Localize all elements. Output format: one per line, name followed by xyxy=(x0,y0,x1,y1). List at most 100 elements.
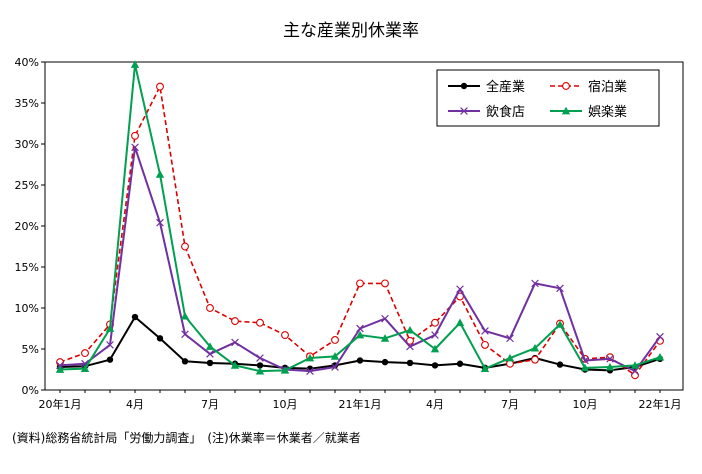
data-point xyxy=(156,82,164,91)
y-tick-label: 40% xyxy=(15,56,39,69)
x-tick-label: 4月 xyxy=(126,398,144,411)
legend-marker xyxy=(562,82,570,90)
data-point xyxy=(81,349,89,358)
data-point xyxy=(405,325,415,334)
footnote: (資料)総務省統計局「労働力調査」 (注)休業率＝休業者／就業者 xyxy=(12,430,361,445)
data-point xyxy=(381,358,389,366)
data-point xyxy=(431,331,439,339)
data-point xyxy=(131,313,139,321)
data-point xyxy=(230,361,240,369)
legend-item-4: 娯楽業 xyxy=(550,104,627,120)
x-tick-label: 22年1月 xyxy=(639,397,682,411)
data-point xyxy=(106,341,114,349)
data-point xyxy=(355,330,365,339)
data-point xyxy=(530,343,540,352)
data-point xyxy=(356,279,364,288)
legend-item-1: 全産業 xyxy=(448,79,525,95)
series-4 xyxy=(55,60,665,375)
data-point xyxy=(381,279,389,288)
data-point xyxy=(431,318,439,327)
data-point xyxy=(356,357,364,364)
data-point xyxy=(480,364,490,373)
data-point xyxy=(356,324,364,333)
data-point xyxy=(555,320,565,328)
data-point xyxy=(456,285,464,293)
data-point xyxy=(181,242,189,251)
data-point xyxy=(406,359,414,367)
legend-item-3: 飲食店 xyxy=(448,104,525,120)
data-point xyxy=(406,336,414,345)
data-point xyxy=(105,324,115,332)
data-point xyxy=(630,361,640,369)
data-point xyxy=(380,334,390,342)
x-tick-label: 20年1月 xyxy=(39,397,82,411)
data-point xyxy=(231,317,239,326)
data-point xyxy=(431,362,439,369)
data-point xyxy=(481,327,489,335)
x-tick-label: 7月 xyxy=(501,398,519,411)
data-point xyxy=(80,364,90,373)
data-point xyxy=(130,60,140,68)
legend-label: 娯楽業 xyxy=(588,104,627,120)
data-point xyxy=(631,367,639,375)
legend-label: 全産業 xyxy=(486,79,525,95)
data-point xyxy=(456,360,464,367)
data-point xyxy=(205,342,215,350)
legend-label: 飲食店 xyxy=(486,104,525,120)
data-point xyxy=(455,318,465,327)
data-point xyxy=(580,363,590,372)
x-tick-label: 10月 xyxy=(273,398,298,411)
data-point xyxy=(655,353,665,361)
data-point xyxy=(556,284,564,293)
y-tick-label: 10% xyxy=(15,302,39,315)
data-point xyxy=(106,356,114,363)
data-point xyxy=(330,352,340,360)
data-point xyxy=(156,218,164,227)
data-point xyxy=(131,143,139,152)
data-point xyxy=(181,330,189,339)
data-point xyxy=(331,336,339,344)
data-point xyxy=(55,365,65,373)
x-tick-label: 4月 xyxy=(426,398,444,411)
x-tick-label: 7月 xyxy=(201,398,219,411)
legend-marker xyxy=(460,82,468,90)
data-point xyxy=(606,355,614,363)
y-tick-label: 25% xyxy=(15,179,39,192)
data-point xyxy=(180,312,190,320)
legend-marker xyxy=(561,106,571,115)
data-point xyxy=(181,358,189,365)
data-point xyxy=(206,359,214,367)
legend-box xyxy=(436,69,660,127)
x-axis: 20年1月 4月 7月 10月 21年1月 4月 7月 10月 22年1月 xyxy=(39,390,682,411)
data-point xyxy=(531,279,539,288)
series-3 xyxy=(56,143,664,375)
series-layer xyxy=(55,60,665,380)
y-tick-label: 0% xyxy=(22,384,39,397)
data-point xyxy=(506,334,514,343)
x-tick-label: 21年1月 xyxy=(339,397,382,411)
data-point xyxy=(531,355,539,364)
data-point xyxy=(281,331,289,340)
data-point xyxy=(255,366,265,375)
y-tick-label: 15% xyxy=(15,261,39,274)
data-point xyxy=(481,340,489,349)
data-point xyxy=(556,361,564,368)
data-point xyxy=(155,170,165,178)
data-point xyxy=(206,350,214,358)
y-axis: 0% 5% 10% 15% 20% 25% 30% 35% 40% xyxy=(15,56,45,397)
y-tick-label: 20% xyxy=(15,220,39,233)
data-point xyxy=(231,338,239,347)
data-point xyxy=(406,342,414,351)
data-point xyxy=(280,366,290,374)
data-point xyxy=(305,353,315,362)
legend-marker xyxy=(460,107,468,115)
data-point xyxy=(206,304,214,312)
chart-title: 主な産業別休業率 xyxy=(283,21,419,41)
data-point xyxy=(656,332,664,341)
data-point xyxy=(430,344,440,353)
legend-item-2: 宿泊業 xyxy=(550,79,627,95)
data-point xyxy=(156,335,164,342)
y-tick-label: 5% xyxy=(22,343,39,356)
